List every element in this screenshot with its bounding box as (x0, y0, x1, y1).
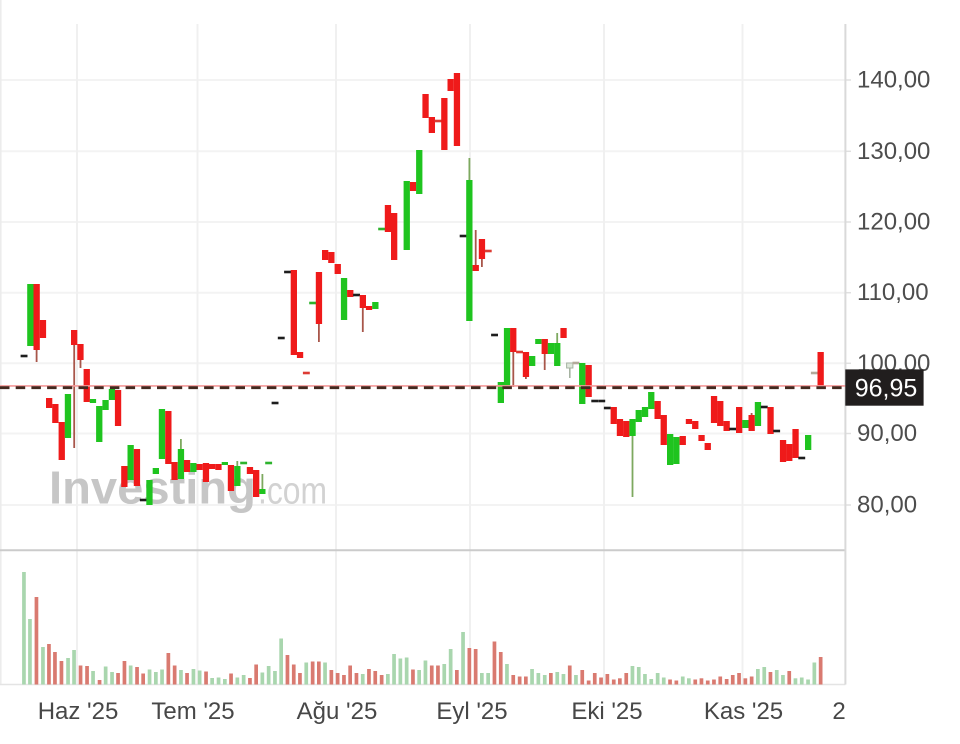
svg-text:.com: .com (258, 471, 327, 513)
svg-text:110,00: 110,00 (857, 279, 929, 306)
svg-text:80,00: 80,00 (857, 492, 917, 519)
svg-text:Kas '25: Kas '25 (704, 698, 783, 725)
svg-text:140,00: 140,00 (857, 67, 930, 94)
svg-text:Eyl '25: Eyl '25 (436, 698, 507, 725)
svg-text:Eki '25: Eki '25 (571, 698, 642, 725)
svg-text:96,95: 96,95 (855, 375, 918, 403)
svg-text:Haz '25: Haz '25 (38, 698, 119, 725)
svg-text:90,00: 90,00 (857, 420, 917, 447)
svg-text:2: 2 (832, 698, 845, 725)
svg-text:120,00: 120,00 (857, 209, 930, 236)
svg-text:130,00: 130,00 (857, 138, 930, 165)
svg-text:Ağu '25: Ağu '25 (297, 698, 378, 725)
svg-text:Tem '25: Tem '25 (151, 698, 234, 725)
